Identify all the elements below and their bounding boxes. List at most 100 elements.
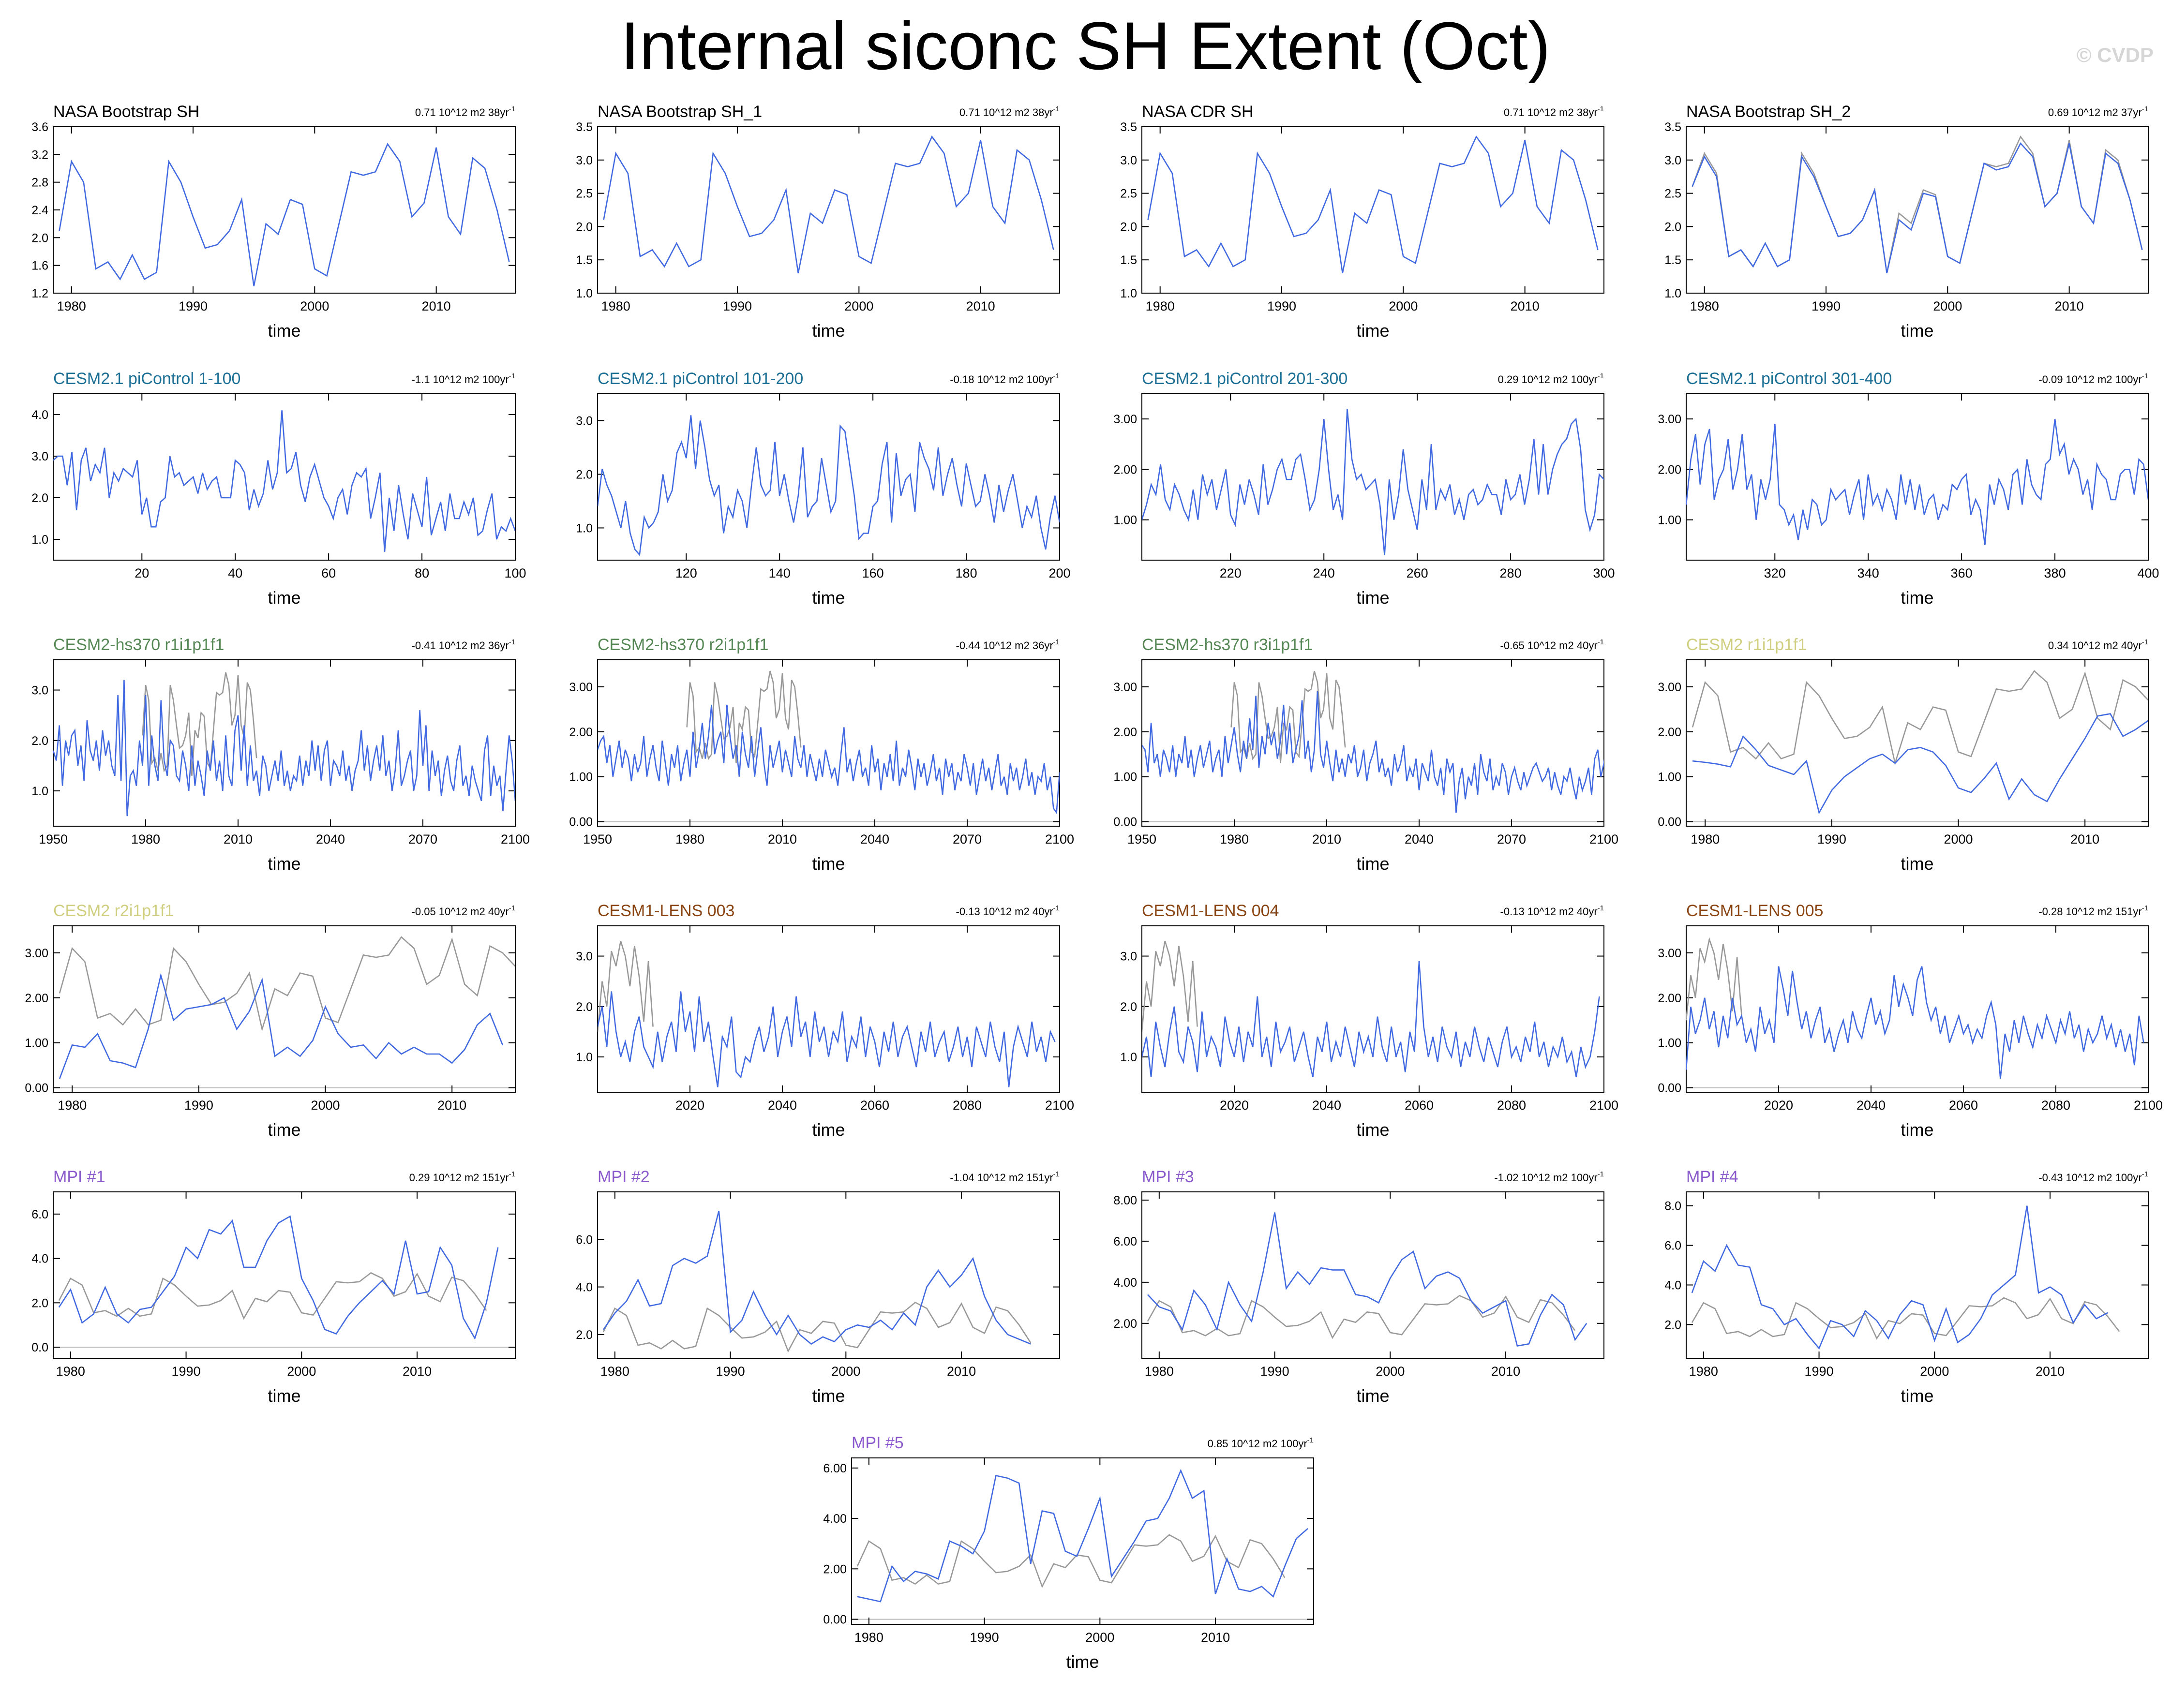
chart-svg: CESM2-hs370 r1i1p1f1 -0.41 10^12 m2 36yr-… <box>31 636 530 874</box>
model-series-line <box>598 991 1056 1087</box>
y-tick-label: 1.0 <box>576 1051 593 1064</box>
x-tick-label: 1990 <box>172 1364 201 1379</box>
x-tick-label: 2010 <box>403 1364 432 1379</box>
y-tick-label: 2.0 <box>31 734 48 748</box>
model-series-line <box>59 973 504 1079</box>
chart-panel: CESM2 r2i1p1f1 -0.05 10^12 m2 40yr-1 1980 1… <box>15 896 552 1157</box>
x-tick-label: 2100 <box>1589 832 1618 847</box>
y-tick-label: 1.0 <box>31 785 48 798</box>
trend-label: -1.02 10^12 m2 100yr-1 <box>1494 1170 1604 1184</box>
plot-frame <box>597 659 1060 827</box>
y-tick-label: 1.0 <box>576 287 593 300</box>
x-tick-label: 1990 <box>1812 299 1841 313</box>
trend-label: 0.29 10^12 m2 151yr-1 <box>409 1170 515 1184</box>
chart-svg: CESM2 r1i1p1f1 0.34 10^12 m2 40yr-1 1980 19… <box>1658 636 2149 874</box>
observed-series-line <box>1692 670 2148 766</box>
panel-title: MPI #1 <box>53 1168 105 1186</box>
chart-panel: CESM1-LENS 004 -0.13 10^12 m2 40yr-1 2020 2… <box>1103 896 1640 1157</box>
y-tick-label: 3.0 <box>576 950 593 964</box>
trend-label: -0.28 10^12 m2 151yr-1 <box>2038 904 2148 918</box>
model-series-line <box>598 704 1060 815</box>
plot-frame <box>53 659 516 827</box>
x-tick-label: 1990 <box>1817 832 1846 847</box>
trend-label: -0.65 10^12 m2 40yr-1 <box>1500 638 1604 652</box>
x-tick-label: 1950 <box>39 832 68 847</box>
x-axis-label: time <box>812 321 845 341</box>
y-tick-label: 2.0 <box>31 491 48 505</box>
panel-title: CESM2.1 piControl 101-200 <box>598 370 803 388</box>
y-tick-label: 3.0 <box>1664 154 1681 167</box>
plot-frame <box>597 925 1060 1093</box>
plot-frame <box>597 126 1060 294</box>
y-tick-label: 1.0 <box>1120 1051 1137 1064</box>
chart-svg: MPI #4 -0.43 10^12 m2 100yr-1 1980 1990 2000… <box>1664 1168 2149 1406</box>
y-tick-label: 3.5 <box>576 120 593 134</box>
x-tick-label: 1980 <box>1145 1364 1174 1379</box>
y-tick-label: 2.0 <box>1120 220 1137 234</box>
x-tick-label: 40 <box>228 566 242 580</box>
x-tick-label: 2060 <box>1405 1098 1434 1113</box>
y-tick-label: 0.00 <box>569 816 593 829</box>
x-tick-label: 1990 <box>970 1630 999 1645</box>
x-tick-label: 400 <box>2137 566 2159 580</box>
observed-series-line <box>1142 940 1198 1032</box>
trend-label: -0.18 10^12 m2 100yr-1 <box>950 372 1060 386</box>
plot-frame <box>53 925 516 1093</box>
plot-frame <box>597 1191 1060 1359</box>
y-tick-label: 4.0 <box>576 1281 593 1294</box>
trend-label: 0.29 10^12 m2 100yr-1 <box>1498 372 1604 386</box>
x-tick-label: 2070 <box>1497 832 1526 847</box>
x-tick-label: 2010 <box>224 832 253 847</box>
observed-series-line <box>602 1301 1032 1353</box>
model-series-line <box>53 410 515 552</box>
y-tick-label: 8.0 <box>1664 1200 1681 1213</box>
x-axis-label: time <box>1901 854 1933 874</box>
x-tick-label: 2040 <box>316 832 345 847</box>
trend-label: 0.34 10^12 m2 40yr-1 <box>2048 638 2148 652</box>
y-tick-label: 2.0 <box>31 1296 48 1310</box>
chart-svg: CESM2.1 piControl 201-300 0.29 10^12 m2 1… <box>1113 370 1615 608</box>
y-tick-label: 2.0 <box>1664 1318 1681 1332</box>
panel-title: NASA CDR SH <box>1142 103 1254 121</box>
x-axis-label: time <box>1356 321 1389 341</box>
y-tick-label: 1.00 <box>569 771 593 784</box>
x-tick-label: 1990 <box>723 299 752 313</box>
x-tick-label: 2000 <box>300 299 329 313</box>
observed-series-line <box>598 940 654 1032</box>
trend-label: -0.44 10^12 m2 36yr-1 <box>956 638 1060 652</box>
x-axis-label: time <box>268 1120 300 1140</box>
x-tick-label: 280 <box>1500 566 1522 580</box>
x-tick-label: 1980 <box>601 299 630 313</box>
x-tick-label: 2000 <box>844 299 873 313</box>
chart-panel: CESM2.1 piControl 301-400 -0.09 10^12 m2 … <box>1647 364 2171 625</box>
chart-svg: MPI #2 -1.04 10^12 m2 151yr-1 1980 1990 2000… <box>576 1168 1060 1406</box>
panel-title: CESM1-LENS 003 <box>598 902 734 920</box>
plot-frame <box>597 393 1060 561</box>
chart-svg: CESM1-LENS 003 -0.13 10^12 m2 40yr-1 2020 2… <box>576 902 1074 1140</box>
x-tick-label: 240 <box>1313 566 1335 580</box>
x-tick-label: 2100 <box>1045 832 1074 847</box>
plot-frame <box>1686 126 2149 294</box>
chart-svg: CESM2.1 piControl 301-400 -0.09 10^12 m2 … <box>1658 370 2159 608</box>
y-tick-label: 1.5 <box>1120 253 1137 267</box>
y-tick-label: 3.0 <box>31 450 48 463</box>
x-tick-label: 380 <box>2044 566 2066 580</box>
model-series-line <box>1142 961 1600 1077</box>
y-tick-label: 1.00 <box>1113 771 1137 784</box>
cvdp-watermark: © CVDP <box>2076 44 2154 66</box>
observed-series-line <box>1230 670 1346 763</box>
x-tick-label: 1980 <box>56 1364 85 1379</box>
y-tick-label: 3.00 <box>1658 681 1681 694</box>
x-tick-label: 2080 <box>2041 1098 2070 1113</box>
panel-title: NASA Bootstrap SH_1 <box>598 103 762 121</box>
y-tick-label: 1.0 <box>576 521 593 535</box>
y-tick-label: 1.5 <box>1664 253 1681 267</box>
x-tick-label: 360 <box>1951 566 1973 580</box>
y-tick-label: 1.00 <box>1113 514 1137 527</box>
x-axis-label: time <box>1356 588 1389 608</box>
y-tick-label: 3.00 <box>1658 947 1681 960</box>
x-tick-label: 2010 <box>966 299 995 313</box>
y-tick-label: 6.0 <box>1664 1239 1681 1253</box>
trend-label: -1.04 10^12 m2 151yr-1 <box>950 1170 1060 1184</box>
trend-label: -0.43 10^12 m2 100yr-1 <box>2038 1170 2148 1184</box>
